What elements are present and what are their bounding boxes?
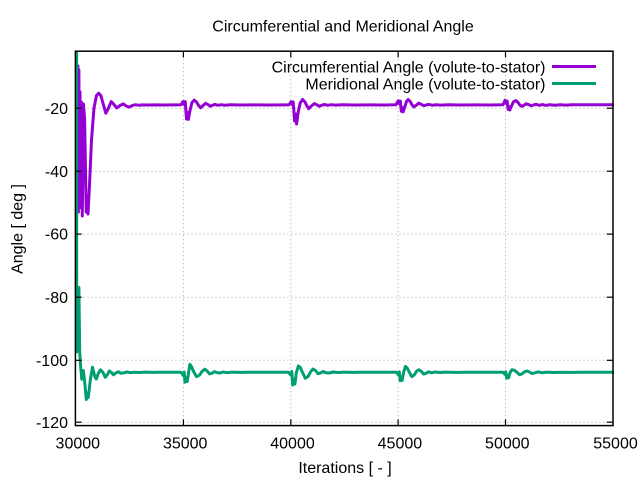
svg-text:35000: 35000 [163, 436, 208, 453]
svg-text:-120: -120 [36, 415, 68, 432]
svg-text:Iterations [ - ]: Iterations [ - ] [298, 460, 391, 477]
svg-text:Circumferential Angle (volute-: Circumferential Angle (volute-to-stator) [272, 59, 546, 76]
svg-text:-100: -100 [36, 353, 68, 370]
svg-text:-40: -40 [45, 164, 68, 181]
svg-text:Circumferential and Meridional: Circumferential and Meridional Angle [212, 19, 474, 36]
svg-text:30000: 30000 [56, 436, 101, 453]
svg-text:Meridional Angle (volute-to-st: Meridional Angle (volute-to-stator) [305, 76, 545, 93]
svg-text:55000: 55000 [593, 436, 638, 453]
svg-text:-80: -80 [45, 290, 68, 307]
svg-text:40000: 40000 [270, 436, 315, 453]
svg-text:Angle [ deg ]: Angle [ deg ] [10, 184, 27, 274]
svg-text:45000: 45000 [378, 436, 423, 453]
svg-text:50000: 50000 [485, 436, 530, 453]
svg-text:-60: -60 [45, 227, 68, 244]
svg-text:-20: -20 [45, 101, 68, 118]
